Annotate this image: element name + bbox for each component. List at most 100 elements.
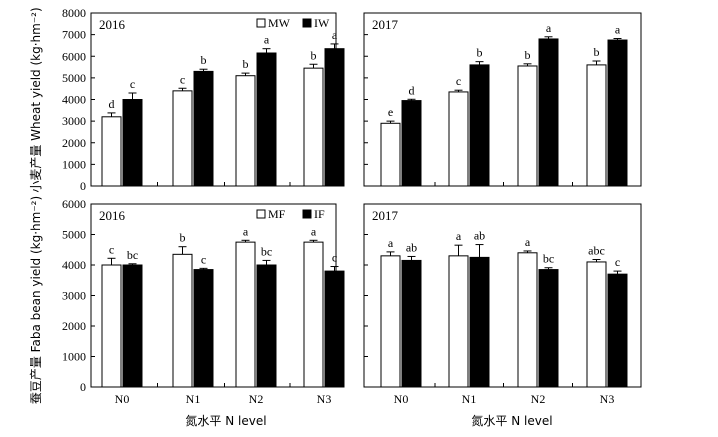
significance-letter: bc xyxy=(543,252,554,266)
x-tick-label: N0 xyxy=(394,392,409,406)
bar-MW-N2 xyxy=(235,75,256,187)
significance-letter: c xyxy=(615,255,620,269)
significance-letter: a xyxy=(388,236,394,250)
significance-letter: a xyxy=(615,23,621,37)
significance-letter: c xyxy=(456,74,461,88)
significance-letter: b xyxy=(201,53,207,67)
bar-MW-N3 xyxy=(586,64,607,187)
bar-MW-N0 xyxy=(380,122,401,187)
panel-year-label: 2017 xyxy=(372,208,399,223)
bar-MW-N1 xyxy=(448,91,469,187)
y-tick-label: 0 xyxy=(80,380,86,394)
bar-IF-N2 xyxy=(538,269,559,388)
significance-letter: d xyxy=(109,97,115,111)
bar-IW-N1 xyxy=(469,64,490,187)
y-axis-title-faba-bean: 蚕豆产量 Faba bean yield (kg·hm⁻²) xyxy=(29,196,43,404)
significance-letter: b xyxy=(477,46,483,60)
significance-letter: b xyxy=(525,48,531,62)
panel-year-label: 2017 xyxy=(372,17,399,32)
y-tick-label: 2000 xyxy=(62,319,86,333)
x-tick-label: N3 xyxy=(317,392,332,406)
bar-IW-N2 xyxy=(538,38,559,187)
bar-MF-N1 xyxy=(172,253,193,388)
significance-letter: c xyxy=(180,72,185,86)
panel-faba-2017: N0 N1 N2 N3 2017 a a a abc ab ab bc c xyxy=(363,203,642,406)
y-tick-label: 3000 xyxy=(62,289,86,303)
bar-IF-N3 xyxy=(324,270,345,388)
x-tick-label: N1 xyxy=(186,392,201,406)
bar-MF-N2 xyxy=(235,241,256,388)
y-tick-label: 1000 xyxy=(62,350,86,364)
legend: MW IW xyxy=(256,16,330,30)
bar-IF-N1 xyxy=(469,256,490,388)
y-tick-label: 5000 xyxy=(62,228,86,242)
legend-swatch-IF xyxy=(302,209,312,219)
y-tick-label: 1000 xyxy=(62,157,86,171)
bar-IF-N0 xyxy=(122,264,143,388)
significance-letter: ab xyxy=(406,240,417,254)
y-tick-label: 2000 xyxy=(62,136,86,150)
significance-letter: a xyxy=(311,224,317,238)
bar-MW-N3 xyxy=(303,67,324,187)
y-axis-title-wheat: 小麦产量 Wheat yield (kg·hm⁻²) xyxy=(29,7,43,192)
significance-letter: a xyxy=(332,28,338,42)
panel-year-label: 2016 xyxy=(99,208,126,223)
x-tick-label: N2 xyxy=(249,392,264,406)
significance-letter: b xyxy=(243,57,249,71)
significance-letter: ab xyxy=(474,229,485,243)
x-tick-label: N1 xyxy=(462,392,477,406)
bar-MF-N2 xyxy=(517,252,538,388)
legend-label-MW: MW xyxy=(268,16,291,30)
bar-MW-N1 xyxy=(172,90,193,187)
significance-letter: a xyxy=(243,224,249,238)
bar-MF-N1 xyxy=(448,255,469,388)
bar-MW-N2 xyxy=(517,65,538,187)
x-tick-label: N2 xyxy=(531,392,546,406)
significance-letter: a xyxy=(264,33,270,47)
legend-swatch-MW xyxy=(256,18,266,28)
y-tick-label: 3000 xyxy=(62,114,86,128)
bar-IW-N3 xyxy=(324,48,345,187)
x-axis-title-left: 氮水平 N level xyxy=(185,413,266,428)
y-tick-label: 4000 xyxy=(62,93,86,107)
bar-IW-N0 xyxy=(401,100,422,187)
significance-letter: b xyxy=(180,231,186,245)
significance-letter: bc xyxy=(261,244,272,258)
significance-letter: c xyxy=(130,77,135,91)
significance-letter: e xyxy=(388,105,393,119)
bar-MF-N3 xyxy=(586,261,607,388)
bar-IW-N3 xyxy=(607,39,628,187)
significance-letter: d xyxy=(409,83,415,97)
panel-year-label: 2016 xyxy=(99,17,126,32)
bar-MF-N3 xyxy=(303,241,324,388)
y-tick-label: 7000 xyxy=(62,28,86,42)
bar-MF-N0 xyxy=(380,255,401,388)
legend-label-IW: IW xyxy=(314,16,330,30)
y-tick-label: 6000 xyxy=(62,49,86,63)
legend-label-IF: IF xyxy=(314,207,325,221)
panel-wheat-2016: 0 1000 2000 3000 4000 5000 6000 7000 8000 2016 d c b… xyxy=(62,6,345,193)
significance-letter: c xyxy=(201,252,206,266)
x-tick-label: N3 xyxy=(600,392,615,406)
bar-IF-N1 xyxy=(193,269,214,388)
significance-letter: c xyxy=(109,242,114,256)
significance-letter: b xyxy=(311,48,317,62)
significance-letter: c xyxy=(332,251,337,265)
bar-IW-N1 xyxy=(193,70,214,187)
panel-faba-2016: 0 1000 2000 3000 4000 5000 6000 N0 N1 N2 N3 2016 c b a… xyxy=(62,197,345,406)
significance-letter: a xyxy=(525,235,531,249)
y-tick-label: 4000 xyxy=(62,258,86,272)
bar-MF-N0 xyxy=(101,264,122,388)
panel-wheat-2017: 2017 e c b b d b a a xyxy=(363,12,642,187)
legend: MF IF xyxy=(256,207,325,221)
significance-letter: bc xyxy=(127,248,138,262)
significance-letter: abc xyxy=(588,244,605,258)
bar-IW-N0 xyxy=(122,99,143,187)
bar-IW-N2 xyxy=(256,52,277,187)
significance-letter: a xyxy=(546,21,552,35)
significance-letter: b xyxy=(594,45,600,59)
legend-label-MF: MF xyxy=(268,207,286,221)
y-tick-label: 5000 xyxy=(62,71,86,85)
y-tick-label: 6000 xyxy=(62,197,86,211)
